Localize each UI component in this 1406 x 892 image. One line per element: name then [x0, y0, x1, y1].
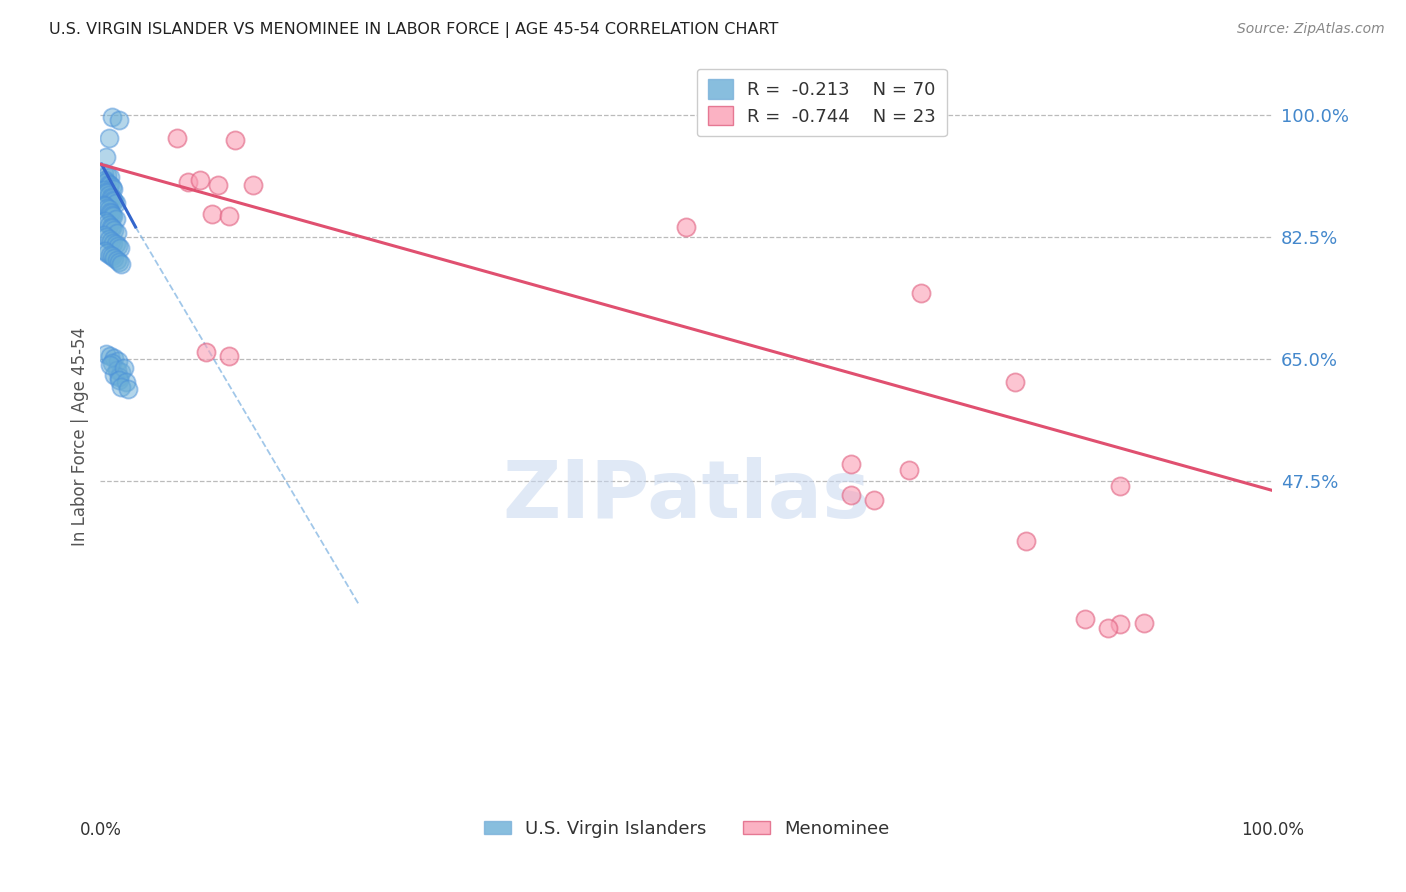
Point	[839, 488, 862, 502]
Point	[103, 235, 125, 250]
Point	[1074, 612, 1097, 626]
Point	[166, 130, 188, 145]
Point	[104, 195, 127, 210]
Point	[224, 133, 246, 147]
Point	[100, 234, 122, 248]
Point	[94, 199, 117, 213]
Point	[110, 380, 132, 394]
Point	[101, 180, 124, 194]
Point	[94, 214, 117, 228]
Text: U.S. VIRGIN ISLANDER VS MENOMINEE IN LABOR FORCE | AGE 45-54 CORRELATION CHART: U.S. VIRGIN ISLANDER VS MENOMINEE IN LAB…	[49, 22, 779, 38]
Point	[1015, 533, 1038, 548]
Point	[115, 375, 138, 389]
Point	[97, 218, 120, 232]
Point	[94, 244, 117, 258]
Point	[93, 165, 115, 179]
Text: Source: ZipAtlas.com: Source: ZipAtlas.com	[1237, 22, 1385, 37]
Point	[96, 186, 118, 201]
Point	[104, 237, 127, 252]
Point	[103, 351, 125, 365]
Point	[96, 216, 118, 230]
Point	[96, 168, 118, 182]
Point	[112, 360, 135, 375]
Point	[100, 190, 122, 204]
Point	[1097, 621, 1119, 635]
Point	[98, 169, 121, 184]
Point	[207, 178, 229, 193]
Point	[201, 207, 224, 221]
Point	[98, 358, 121, 372]
Y-axis label: In Labor Force | Age 45-54: In Labor Force | Age 45-54	[72, 326, 89, 546]
Point	[101, 110, 124, 124]
Point	[103, 368, 125, 382]
Point	[103, 181, 125, 195]
Text: ZIPatlas: ZIPatlas	[502, 458, 870, 535]
Point	[93, 228, 115, 243]
Point	[110, 257, 132, 271]
Point	[1109, 617, 1132, 632]
Point	[101, 191, 124, 205]
Point	[117, 382, 139, 396]
Point	[93, 197, 115, 211]
Point	[194, 345, 217, 359]
Point	[98, 204, 121, 219]
Point	[105, 226, 128, 240]
Point	[188, 172, 211, 186]
Point	[863, 493, 886, 508]
Point	[103, 210, 125, 224]
Point	[218, 349, 240, 363]
Point	[218, 210, 240, 224]
Point	[94, 172, 117, 186]
Point	[96, 175, 118, 189]
Point	[101, 208, 124, 222]
Point	[108, 373, 131, 387]
Point	[110, 365, 132, 379]
Point	[98, 248, 121, 262]
Point	[108, 369, 131, 384]
Point	[108, 113, 131, 128]
Point	[105, 253, 128, 268]
Point	[100, 206, 122, 220]
Point	[242, 178, 264, 193]
Point	[101, 249, 124, 263]
Point	[101, 221, 124, 235]
Point	[103, 194, 125, 208]
Point	[104, 211, 127, 226]
Point	[910, 286, 932, 301]
Point	[1109, 479, 1132, 493]
Point	[107, 239, 129, 253]
Point	[97, 130, 120, 145]
Point	[98, 349, 121, 363]
Point	[93, 183, 115, 197]
Point	[96, 150, 118, 164]
Point	[898, 462, 921, 476]
Point	[96, 230, 118, 244]
Point	[103, 252, 125, 266]
Point	[96, 185, 118, 199]
Point	[97, 202, 120, 217]
Point	[110, 241, 132, 255]
Legend: U.S. Virgin Islanders, Menominee: U.S. Virgin Islanders, Menominee	[477, 813, 897, 845]
Point	[177, 175, 200, 189]
Point	[97, 232, 120, 246]
Point	[103, 193, 125, 207]
Point	[96, 347, 118, 361]
Point	[100, 219, 122, 234]
Point	[103, 223, 125, 237]
Point	[98, 178, 121, 193]
Point	[96, 201, 118, 215]
Point	[97, 187, 120, 202]
Point	[96, 245, 118, 260]
Point	[675, 219, 697, 234]
Point	[107, 353, 129, 368]
Point	[1004, 375, 1026, 389]
Point	[105, 363, 128, 377]
Point	[839, 457, 862, 471]
Point	[108, 254, 131, 268]
Point	[97, 177, 120, 191]
Point	[101, 356, 124, 370]
Point	[1132, 615, 1154, 630]
